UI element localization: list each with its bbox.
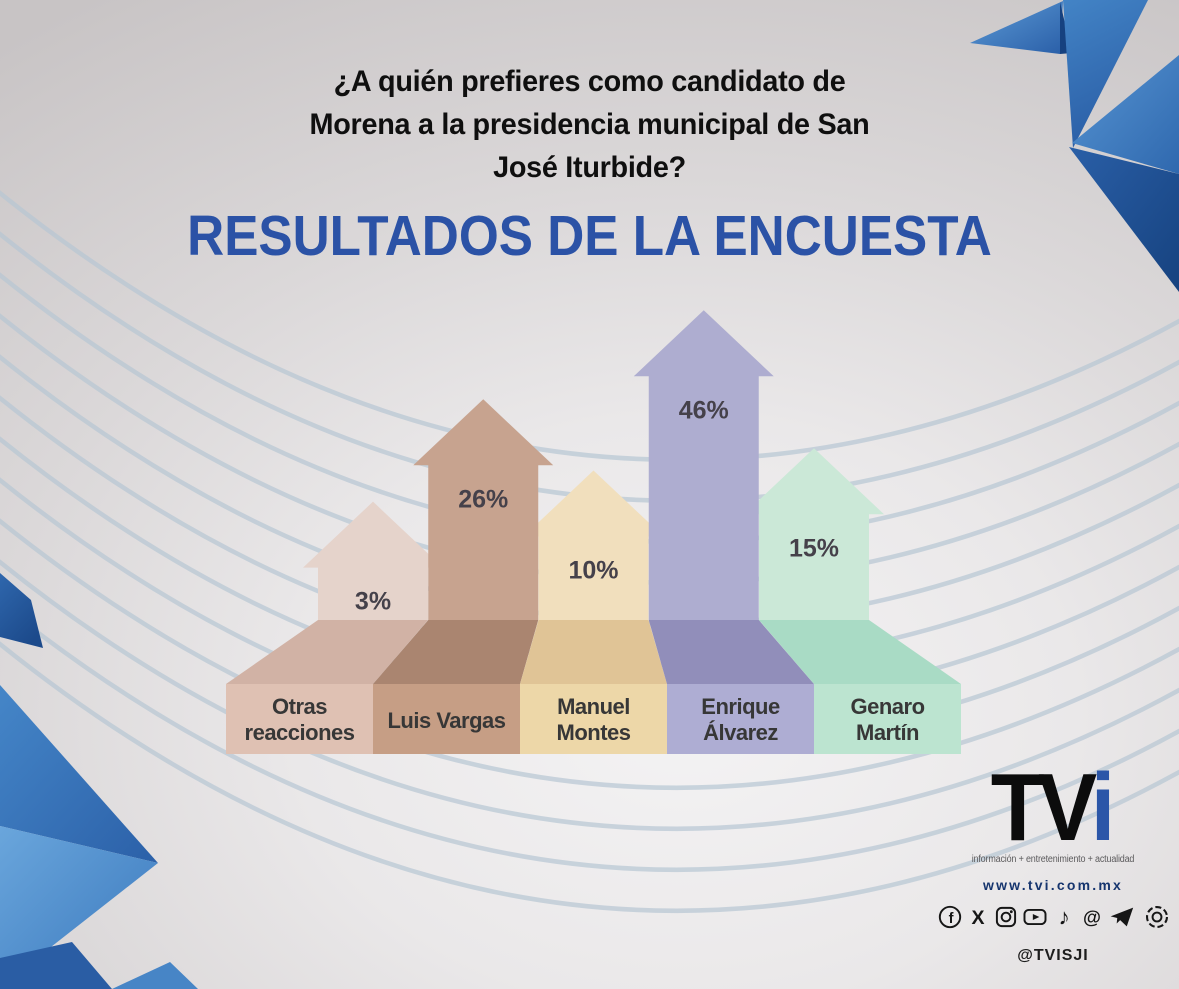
telegram-icon <box>1110 907 1133 927</box>
social-icons-row: f X ♪ @ <box>938 904 1168 930</box>
bar-value-label: 3% <box>355 588 391 616</box>
x-icon: X <box>971 907 984 929</box>
tvi-logo-black-part: TV <box>990 754 1097 861</box>
logo-tagline: información + entretenimiento + actualid… <box>971 854 1135 865</box>
category-label: Enrique <box>701 694 780 719</box>
facebook-icon: f <box>938 905 961 929</box>
footer-brand-block: TVi información + entretenimiento + actu… <box>938 760 1168 965</box>
category-label: Genaro <box>850 694 924 719</box>
origami-decoration-bottom-left <box>0 573 198 989</box>
tvi-logo: TVi <box>947 760 1159 856</box>
svg-text:f: f <box>948 911 953 927</box>
category-label: Luis Vargas <box>387 708 505 733</box>
arrow-bar <box>633 310 774 620</box>
arrow-bar <box>523 470 664 620</box>
category-label: Montes <box>557 720 631 745</box>
origami-decoration-top-right <box>970 0 1179 292</box>
poll-question: ¿A quién prefieres como candidato de Mor… <box>24 60 1156 189</box>
category-label: Manuel <box>557 694 630 719</box>
tiktok-icon: ♪ <box>1058 904 1069 929</box>
origami-facet <box>970 1 1063 54</box>
svg-text:X: X <box>971 907 984 929</box>
bar-value-label: 26% <box>458 485 508 513</box>
poll-question-line1: ¿A quién prefieres como candidato de <box>333 65 846 98</box>
bar-value-label: 15% <box>789 534 839 562</box>
category-label: Otras <box>272 694 327 719</box>
whatsapp-icon <box>1145 906 1168 928</box>
svg-text:♪: ♪ <box>1058 904 1069 929</box>
website-url: www.tvi.com.mx <box>983 877 1123 893</box>
threads-icon: @ <box>1083 906 1101 927</box>
youtube-icon <box>1023 908 1046 926</box>
bar-value-label: 46% <box>679 396 729 424</box>
origami-facet <box>112 962 198 989</box>
origami-facet <box>0 573 43 648</box>
origami-facet <box>1063 0 1148 148</box>
poll-question-line3: José Iturbide? <box>493 151 686 184</box>
category-label: Martín <box>856 720 919 745</box>
origami-facet <box>1072 55 1179 174</box>
bar-pedestal <box>520 620 667 684</box>
tvi-logo-blue-part: i <box>1090 754 1116 861</box>
social-handle: @TVISJI <box>1017 947 1089 964</box>
origami-facet <box>0 942 112 989</box>
instagram-icon <box>995 906 1016 928</box>
poll-question-line2: Morena a la presidencia municipal de San <box>309 108 870 141</box>
svg-text:@: @ <box>1083 906 1101 927</box>
bar-value-label: 10% <box>568 557 618 585</box>
category-label: reacciones <box>245 720 355 745</box>
category-label: Álvarez <box>703 720 778 745</box>
